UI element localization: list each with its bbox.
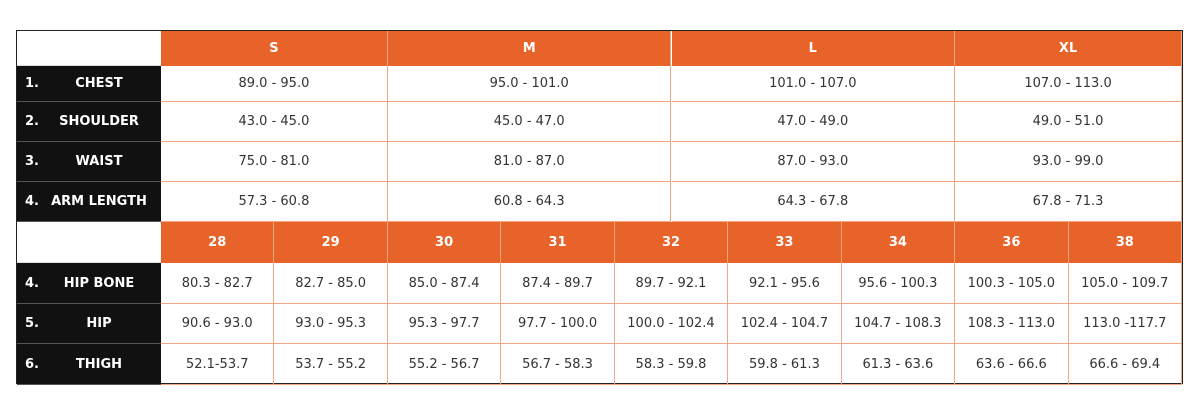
row-number: 6. (25, 356, 39, 372)
cell: 107.0 - 113.0 (955, 66, 1182, 102)
cell: 66.6 - 69.4 (1068, 344, 1182, 385)
cell: 75.0 - 81.0 (161, 142, 388, 182)
cell: 100.3 - 105.0 (955, 263, 1069, 304)
row-label: 5. HIP (17, 304, 161, 344)
column-header: 33 (728, 222, 842, 263)
cell: 89.0 - 95.0 (161, 66, 388, 102)
cell: 55.2 - 56.7 (387, 344, 502, 385)
column-header: 32 (614, 222, 729, 263)
cell: 49.0 - 51.0 (955, 102, 1182, 142)
cell: 95.6 - 100.3 (841, 263, 956, 304)
cell: 87.4 - 89.7 (501, 263, 615, 304)
row-name: ARM LENGTH (51, 194, 147, 209)
cell: 93.0 - 99.0 (955, 142, 1182, 182)
row-name: WAIST (75, 154, 123, 169)
column-header: S (161, 31, 388, 66)
row-label: 4. ARM LENGTH (17, 182, 161, 222)
cell: 113.0 -117.7 (1068, 304, 1182, 344)
cell: 89.7 - 92.1 (614, 263, 729, 304)
row-number: 4. (25, 194, 39, 209)
row-name: CHEST (75, 76, 123, 91)
row-name: HIP BONE (63, 275, 135, 291)
cell: 60.8 - 64.3 (387, 182, 672, 222)
cell: 67.8 - 71.3 (955, 182, 1182, 222)
column-header: 30 (387, 222, 502, 263)
cell: 93.0 - 95.3 (274, 304, 388, 344)
cell: 58.3 - 59.8 (614, 344, 729, 385)
cell: 105.0 - 109.7 (1068, 263, 1182, 304)
cell: 81.0 - 87.0 (387, 142, 672, 182)
cell: 87.0 - 93.0 (671, 142, 956, 182)
row-label: 1. CHEST (17, 66, 161, 102)
cell: 59.8 - 61.3 (728, 344, 842, 385)
row-number: 2. (25, 114, 39, 129)
column-header: 29 (274, 222, 388, 263)
cell: 53.7 - 55.2 (274, 344, 388, 385)
column-header: 36 (955, 222, 1069, 263)
cell: 108.3 - 113.0 (955, 304, 1069, 344)
row-number: 5. (25, 316, 39, 331)
cell: 45.0 - 47.0 (387, 102, 672, 142)
column-header: 34 (841, 222, 956, 263)
cell: 61.3 - 63.6 (841, 344, 956, 385)
column-header: 28 (161, 222, 275, 263)
cell: 85.0 - 87.4 (387, 263, 502, 304)
cell: 92.1 - 95.6 (728, 263, 842, 304)
row-number: 4. (25, 275, 39, 291)
row-number: 3. (25, 154, 39, 169)
size-table: S M L XL 1. CHEST 89.0 - 95.0 95.0 - 101.0 101.0… (16, 30, 1183, 385)
cell: 47.0 - 49.0 (671, 102, 956, 142)
row-name: SHOULDER (59, 114, 139, 129)
row-label: 2. SHOULDER (17, 102, 161, 142)
corner (17, 222, 161, 263)
cell: 43.0 - 45.0 (161, 102, 388, 142)
corner (17, 31, 161, 66)
cell: 80.3 - 82.7 (161, 263, 275, 304)
column-header: 31 (501, 222, 615, 263)
column-header: XL (955, 31, 1182, 66)
column-header: 38 (1068, 222, 1182, 263)
cell: 63.6 - 66.6 (955, 344, 1069, 385)
row-label: 3. WAIST (17, 142, 161, 182)
cell: 52.1-53.7 (161, 344, 275, 385)
column-header: M (387, 31, 672, 66)
cell: 95.3 - 97.7 (387, 304, 502, 344)
cell: 90.6 - 93.0 (161, 304, 275, 344)
row-label: 4. HIP BONE (17, 263, 161, 304)
cell: 82.7 - 85.0 (274, 263, 388, 304)
cell: 57.3 - 60.8 (161, 182, 388, 222)
row-name: THIGH (75, 356, 123, 372)
row-number: 1. (25, 76, 39, 91)
row-name: HIP (86, 316, 112, 331)
cell: 56.7 - 58.3 (501, 344, 615, 385)
cell: 97.7 - 100.0 (501, 304, 615, 344)
cell: 100.0 - 102.4 (614, 304, 729, 344)
cell: 101.0 - 107.0 (671, 66, 956, 102)
cell: 104.7 - 108.3 (841, 304, 956, 344)
cell: 102.4 - 104.7 (728, 304, 842, 344)
cell: 95.0 - 101.0 (387, 66, 672, 102)
column-header: L (671, 31, 956, 66)
cell: 64.3 - 67.8 (671, 182, 956, 222)
row-label: 6. THIGH (17, 344, 161, 385)
